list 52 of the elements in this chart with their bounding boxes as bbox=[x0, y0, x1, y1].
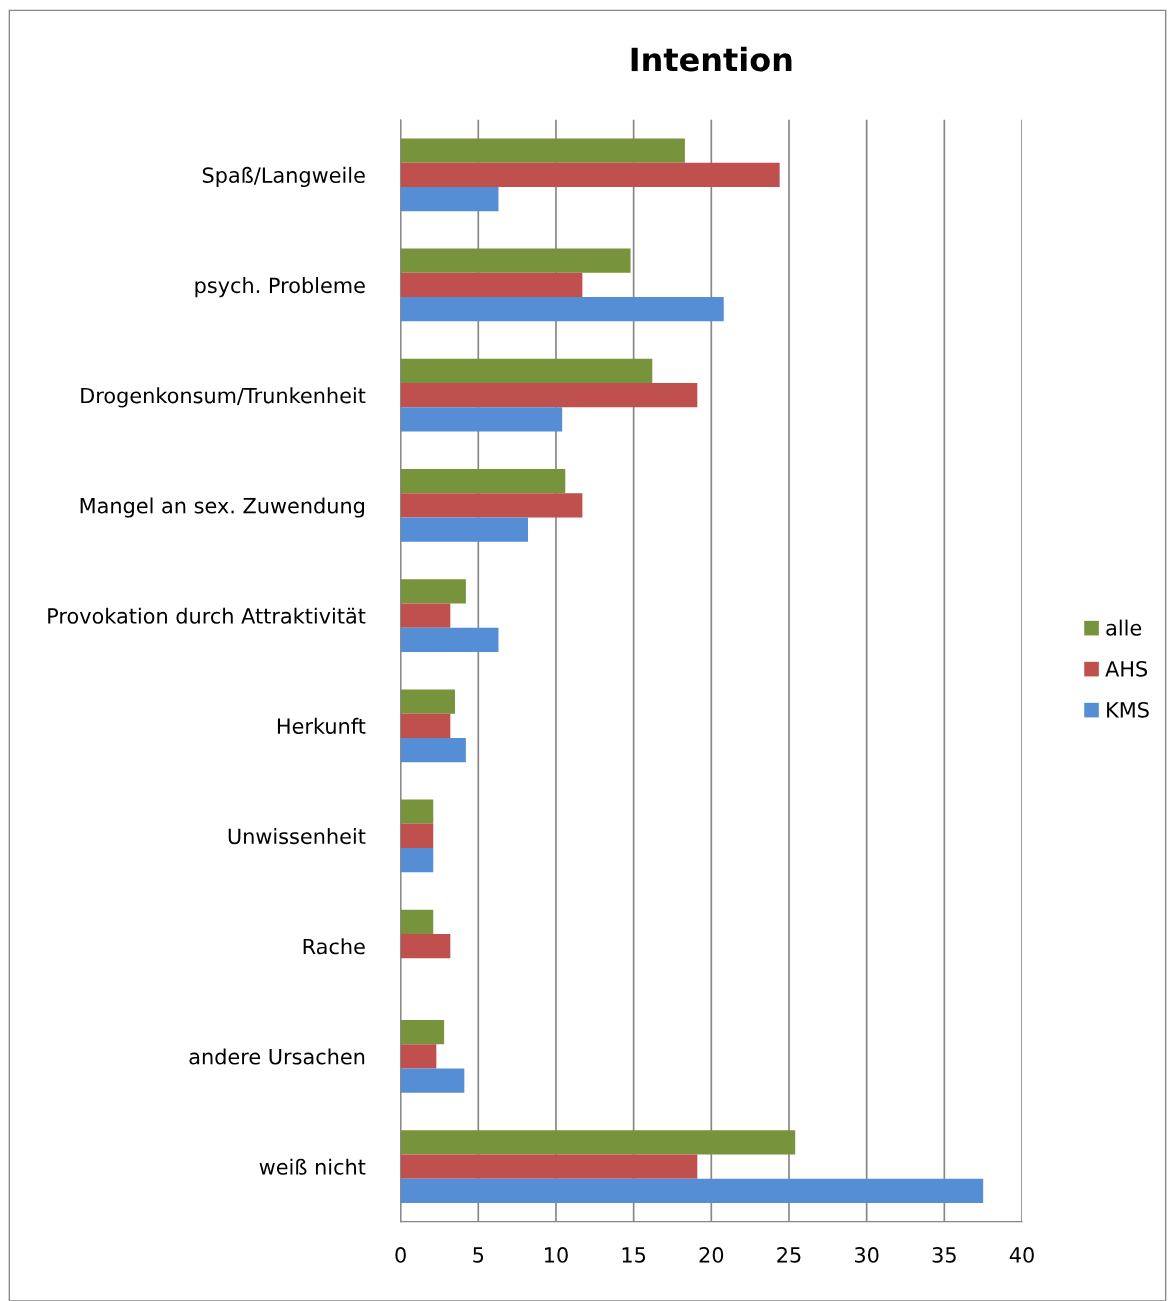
bar bbox=[400, 1178, 984, 1203]
bar bbox=[400, 737, 466, 763]
bar bbox=[400, 517, 529, 542]
bar bbox=[400, 579, 466, 604]
bar bbox=[400, 1130, 796, 1155]
y-tick-label: Rache bbox=[303, 938, 365, 955]
bar bbox=[400, 469, 566, 494]
x-tick-label: 25 bbox=[777, 1247, 801, 1263]
bar bbox=[400, 272, 583, 298]
legend-label: alle bbox=[1106, 619, 1142, 636]
bar bbox=[400, 627, 499, 652]
chart-title: Intention bbox=[631, 46, 792, 72]
legend-label: KMS bbox=[1107, 701, 1149, 718]
y-tick-label: Drogenkonsum/Trunkenheit bbox=[81, 387, 366, 408]
x-tick-label: 35 bbox=[932, 1247, 956, 1263]
y-tick-label: andere Ursachen bbox=[189, 1048, 365, 1065]
bar bbox=[400, 358, 653, 384]
bar bbox=[400, 383, 698, 408]
bar bbox=[400, 909, 434, 935]
bar bbox=[400, 297, 724, 322]
bar bbox=[400, 138, 685, 163]
bar bbox=[400, 1019, 445, 1045]
bar bbox=[400, 848, 434, 873]
bar bbox=[400, 934, 451, 959]
bar bbox=[400, 713, 451, 738]
x-tick-label: 5 bbox=[473, 1247, 484, 1263]
bar bbox=[400, 1044, 437, 1069]
x-tick-label: 10 bbox=[545, 1247, 568, 1263]
bar bbox=[400, 248, 631, 273]
x-tick-label: 30 bbox=[854, 1247, 879, 1263]
bar bbox=[400, 823, 434, 849]
bar bbox=[400, 186, 499, 212]
bar bbox=[400, 603, 451, 628]
x-tick-label: 0 bbox=[395, 1247, 406, 1263]
x-tick-label: 40 bbox=[1009, 1247, 1034, 1263]
y-tick-label: psych. Probleme bbox=[195, 277, 365, 298]
x-tick-label: 20 bbox=[699, 1247, 724, 1263]
bar bbox=[400, 493, 583, 518]
y-tick-label: Herkunft bbox=[277, 717, 366, 734]
bar bbox=[400, 1154, 698, 1179]
y-tick-label: Mangel an sex. Zuwendung bbox=[80, 497, 365, 518]
y-tick-label: Spaß/Langweile bbox=[202, 166, 365, 188]
bar bbox=[400, 162, 780, 187]
bar bbox=[400, 407, 563, 432]
y-tick-label: Unwissenheit bbox=[228, 828, 366, 845]
x-tick-label: 15 bbox=[622, 1247, 646, 1263]
y-tick-label: weiß nicht bbox=[259, 1158, 366, 1175]
y-tick-label: Provokation durch Attraktivität bbox=[48, 607, 366, 624]
bar bbox=[400, 689, 455, 714]
legend-label: AHS bbox=[1105, 660, 1148, 677]
bar bbox=[400, 799, 434, 824]
bar bbox=[400, 1068, 465, 1093]
